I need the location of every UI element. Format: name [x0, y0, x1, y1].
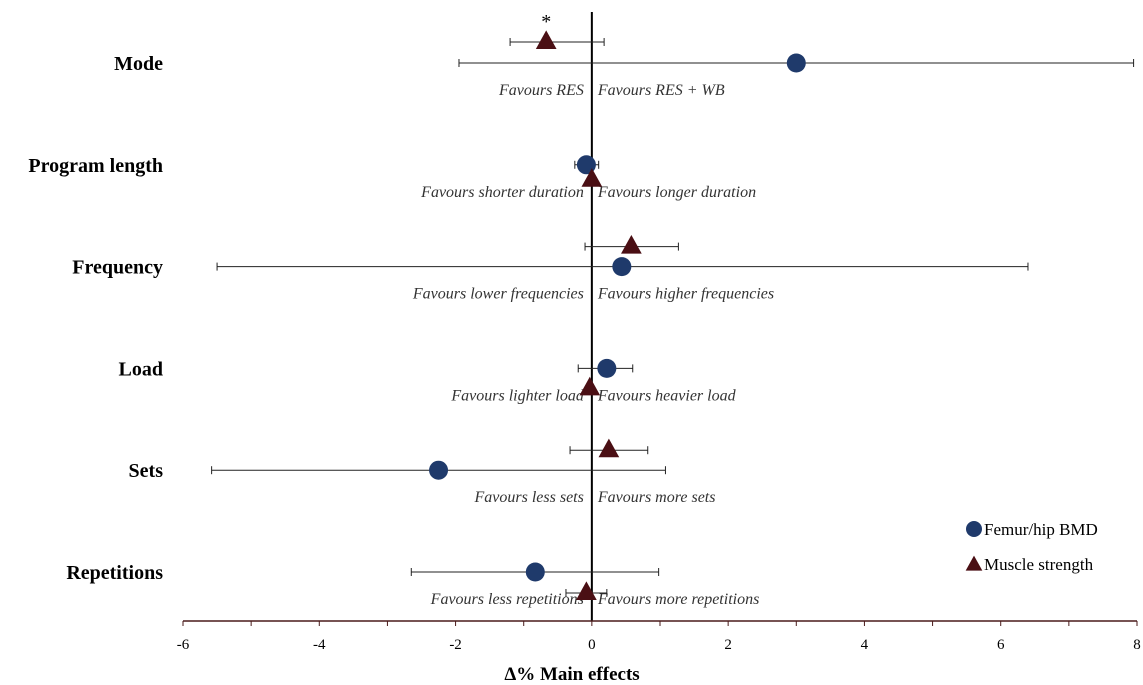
- x-tick-label: -4: [313, 637, 326, 653]
- favours-right-label: Favours more sets: [597, 489, 716, 506]
- favours-right-label: Favours RES + WB: [597, 82, 725, 99]
- muscle-strength-point: [598, 438, 620, 458]
- favours-left-label: Favours shorter duration: [420, 184, 584, 201]
- femur-bmd-point: [612, 257, 632, 277]
- legend-label: Femur/hip BMD: [984, 520, 1098, 539]
- x-tick-label: 8: [1133, 637, 1141, 653]
- data-markers: *: [429, 11, 806, 600]
- favours-left-label: Favours less repetitions: [430, 591, 584, 608]
- category-label: Frequency: [72, 257, 163, 279]
- favours-left-label: Favours lower frequencies: [412, 286, 584, 303]
- category-label: Sets: [129, 460, 164, 482]
- legend-triangle-icon: [965, 555, 983, 571]
- category-label: Load: [119, 358, 163, 380]
- x-tick-label: -2: [449, 637, 462, 653]
- error-bars: [211, 38, 1135, 597]
- favours-right-label: Favours heavier load: [597, 387, 737, 404]
- favours-left-label: Favours less sets: [474, 489, 584, 506]
- category-label: Program length: [28, 155, 163, 177]
- legend-label: Muscle strength: [984, 555, 1094, 574]
- favours-right-label: Favours more repetitions: [597, 591, 759, 608]
- muscle-strength-point: [621, 234, 642, 254]
- category-labels: Mode Program length Frequency Load Sets Repet…: [28, 53, 163, 584]
- x-axis-title: Δ% Main effects: [504, 664, 639, 685]
- x-tick-label: 4: [861, 637, 869, 653]
- x-tick-label: 2: [724, 637, 732, 653]
- category-label: Mode: [114, 53, 163, 75]
- femur-bmd-point: [786, 53, 806, 73]
- favours-right-label: Favours higher frequencies: [597, 286, 774, 303]
- muscle-strength-point: [576, 581, 597, 600]
- x-axis: -6 -4 -2 0 2 4 6 8: [177, 620, 1141, 653]
- femur-bmd-point: [429, 460, 449, 480]
- category-label: Repetitions: [66, 562, 163, 584]
- femur-bmd-point: [597, 358, 617, 378]
- favours-right-label: Favours longer duration: [597, 184, 756, 201]
- muscle-strength-point: [581, 168, 603, 187]
- favours-left-label: Favours RES: [498, 82, 584, 99]
- femur-bmd-point: [525, 562, 545, 582]
- x-tick-label: 6: [997, 637, 1005, 653]
- legend: Femur/hip BMD Muscle strength: [965, 520, 1098, 574]
- favours-annotations: Favours RES Favours RES + WB Favours short…: [412, 82, 774, 608]
- legend-circle-icon: [966, 521, 982, 537]
- muscle-strength-point: [579, 376, 601, 396]
- favours-left-label: Favours lighter load: [450, 387, 584, 404]
- x-tick-label: 0: [588, 637, 596, 653]
- x-tick-label: -6: [177, 637, 190, 653]
- muscle-strength-point: [535, 30, 557, 49]
- significance-marker: *: [541, 11, 551, 33]
